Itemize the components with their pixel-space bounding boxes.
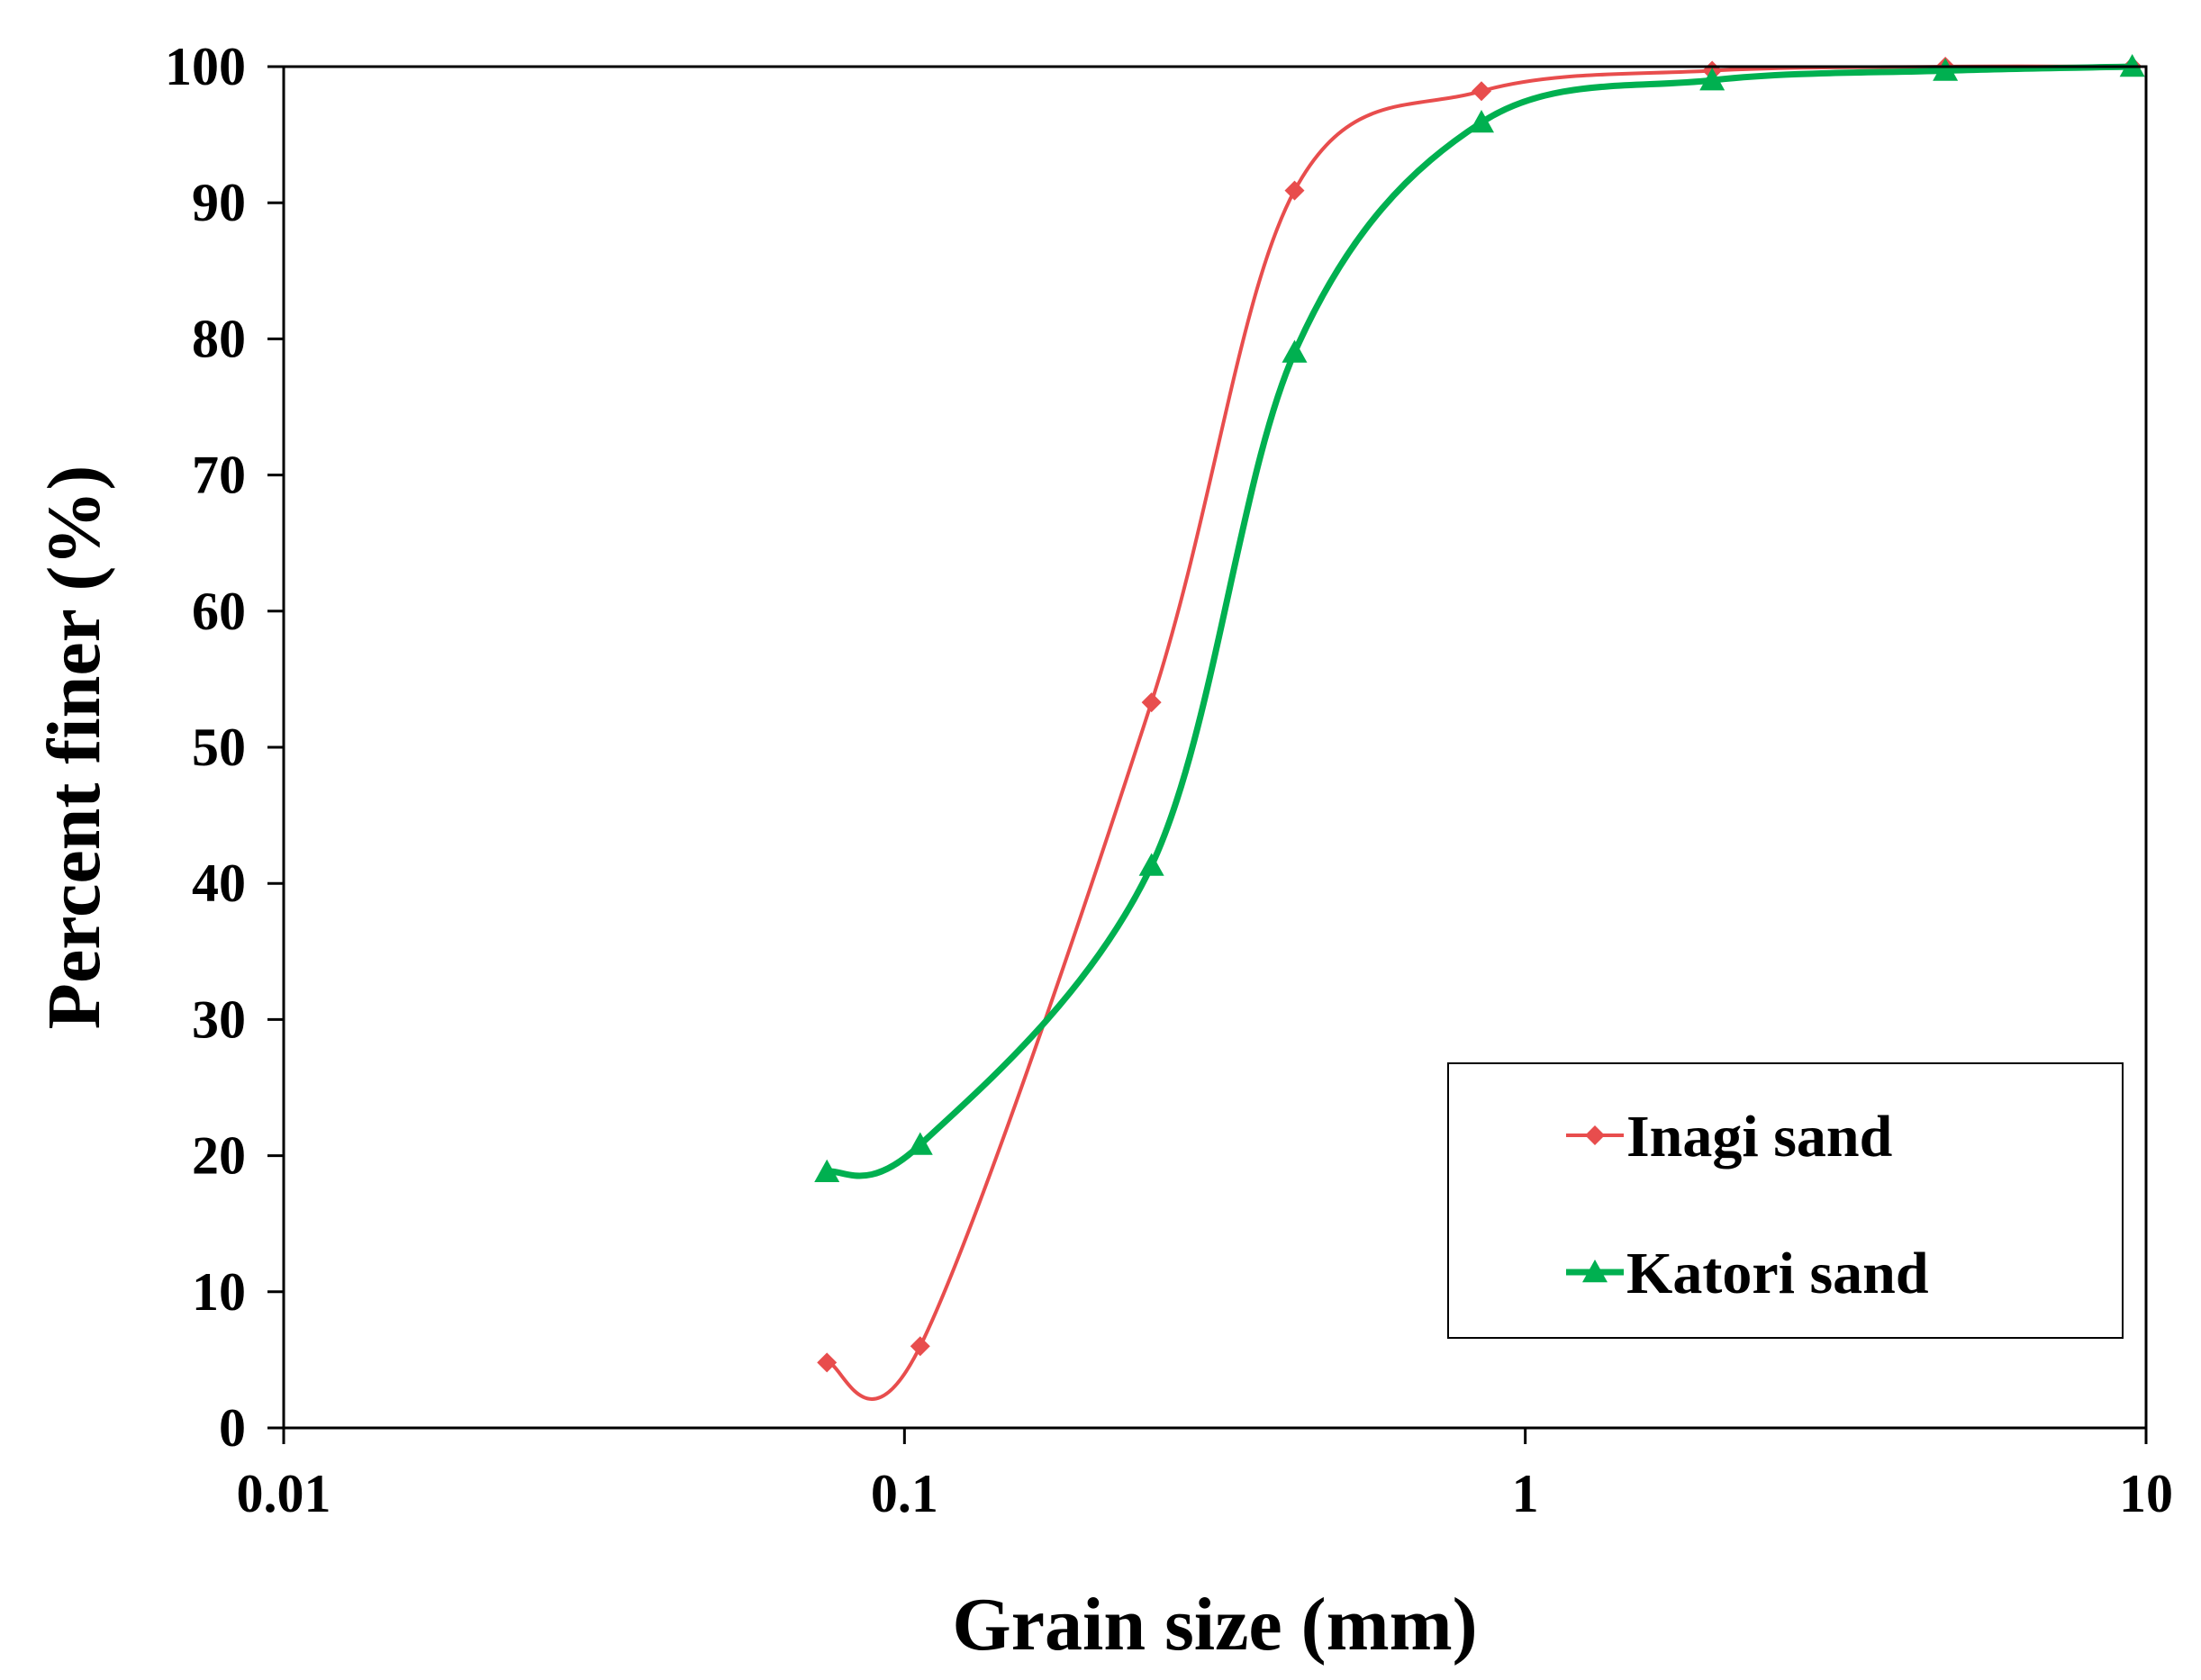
y-tick-label: 70 [192,446,246,505]
axis-ticks: 0 10 20 30 40 50 60 70 80 90 100 0.01 0.1 1 10 [165,37,2173,1523]
y-tick-label: 30 [192,989,246,1049]
y-tick-label: 10 [192,1262,246,1322]
data-point [1933,58,1959,81]
x-tick-label: 0.1 [871,1464,938,1523]
data-point [1141,692,1162,713]
legend-box [1447,1062,2124,1339]
data-point [1138,853,1164,876]
x-axis-title: Grain size (mm) [952,1583,1477,1666]
x-tick-label: 0.01 [237,1464,331,1523]
y-tick-label: 50 [192,718,246,777]
legend: Inagi sand Katori sand [1447,1062,2124,1339]
legend-label: Inagi sand [1626,1104,1892,1170]
y-tick-label: 80 [192,309,246,368]
y-tick-label: 40 [192,854,246,913]
y-tick-label: 20 [192,1126,246,1186]
data-point [1284,180,1305,201]
y-tick-label: 0 [219,1398,246,1458]
data-point [1469,109,1495,133]
x-tick-label: 10 [2119,1464,2173,1523]
legend-item: Inagi sand [1566,1104,1892,1170]
series-line [826,63,2133,1179]
data-point [1282,339,1308,363]
y-tick-label: 90 [192,173,246,232]
x-tick-label: 1 [1512,1464,1539,1523]
legend-items: Inagi sand Katori sand [1566,1104,1929,1306]
legend-swatch-marker [1582,1260,1608,1283]
legend-swatch-marker [1585,1125,1605,1145]
data-point [910,1336,930,1357]
y-tick-label: 60 [192,582,246,641]
legend-label: Katori sand [1626,1241,1929,1306]
data-point [1472,81,1492,102]
legend-item: Katori sand [1566,1241,1929,1306]
data-point [814,1159,840,1182]
y-axis-title: Percent finer (%) [32,465,116,1030]
y-tick-label: 100 [165,37,246,96]
series-katori-sand [814,54,2145,1182]
data-point [1699,68,1725,91]
data-point [817,1352,838,1373]
data-point [907,1132,933,1155]
